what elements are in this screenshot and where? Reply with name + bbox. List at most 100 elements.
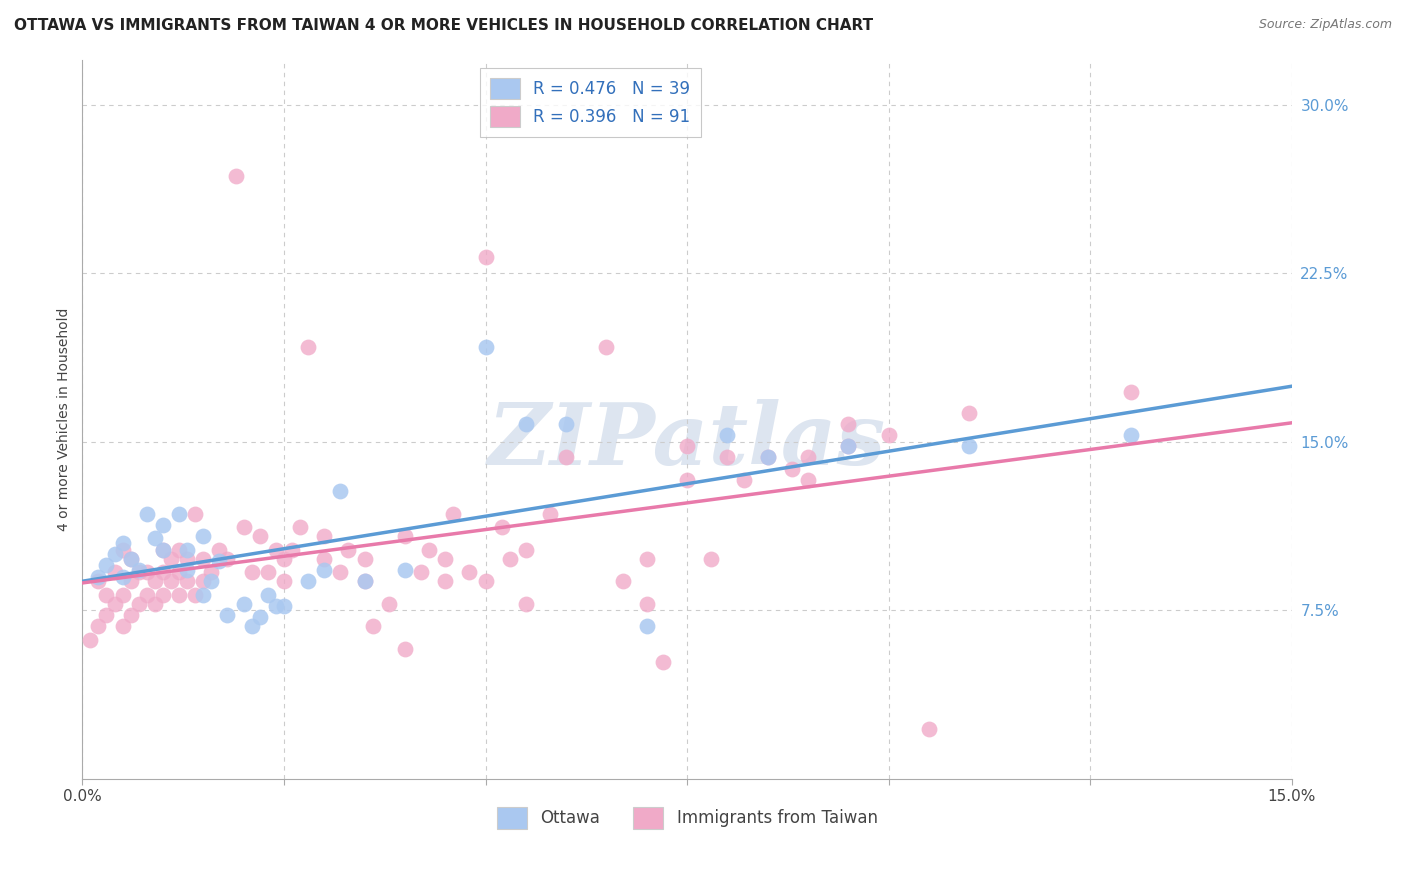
Point (249, 610, 271, 624)
Point (377, 597, 399, 611)
Point (837, 439, 859, 453)
Point (756, 450, 779, 465)
Point (491, 520, 513, 534)
Point (877, 428, 900, 442)
Point (103, 597, 125, 611)
Point (200, 574, 222, 588)
Point (394, 563, 416, 577)
Point (434, 574, 457, 588)
Point (314, 551, 336, 566)
Point (87, 574, 110, 588)
Point (361, 619, 384, 633)
Point (232, 520, 254, 534)
Point (612, 574, 634, 588)
Point (652, 655, 675, 669)
Point (716, 428, 738, 442)
Point (281, 542, 304, 557)
Point (160, 551, 183, 566)
Point (143, 574, 166, 588)
Point (636, 619, 658, 633)
Point (240, 619, 263, 633)
Point (176, 542, 198, 557)
Point (918, 723, 941, 737)
Point (555, 417, 578, 431)
Point (135, 588, 157, 602)
Point (87, 569, 110, 583)
Point (353, 574, 375, 588)
Point (474, 251, 496, 265)
Text: ZIPatlas: ZIPatlas (488, 399, 886, 483)
Point (79, 632, 101, 647)
Point (111, 542, 134, 557)
Point (756, 450, 779, 465)
Point (256, 588, 278, 602)
Point (217, 607, 239, 622)
Point (208, 554, 231, 568)
Point (780, 461, 803, 475)
Point (636, 597, 658, 611)
Point (957, 405, 980, 419)
Point (143, 597, 166, 611)
Point (167, 507, 190, 521)
Point (474, 574, 496, 588)
Point (297, 574, 319, 588)
Point (264, 599, 287, 613)
Point (96, 607, 118, 622)
Point (329, 484, 352, 499)
Point (353, 574, 375, 588)
Point (314, 529, 336, 543)
Point (128, 565, 150, 579)
Point (1119, 385, 1142, 400)
Point (716, 450, 738, 465)
Point (193, 588, 215, 602)
Point (538, 507, 561, 521)
Point (636, 551, 658, 566)
Point (394, 529, 416, 543)
Point (184, 507, 207, 521)
Point (297, 340, 319, 354)
Point (256, 565, 278, 579)
Point (288, 520, 311, 534)
Point (128, 563, 150, 577)
Point (120, 574, 142, 588)
Point (515, 542, 537, 557)
Point (837, 417, 859, 431)
Point (676, 439, 699, 453)
Point (167, 565, 190, 579)
Point (111, 536, 134, 550)
Legend: Ottawa, Immigrants from Taiwan: Ottawa, Immigrants from Taiwan (491, 801, 884, 835)
Point (152, 565, 174, 579)
Point (797, 473, 820, 487)
Point (458, 565, 481, 579)
Point (152, 517, 174, 532)
Point (441, 507, 464, 521)
Point (103, 565, 125, 579)
Point (273, 574, 295, 588)
Point (225, 169, 247, 184)
Point (337, 542, 360, 557)
Point (135, 507, 157, 521)
Y-axis label: 4 or more Vehicles in Household: 4 or more Vehicles in Household (58, 308, 72, 531)
Point (120, 551, 142, 566)
Point (515, 597, 537, 611)
Point (152, 542, 174, 557)
Point (120, 551, 142, 566)
Point (700, 551, 723, 566)
Point (176, 551, 198, 566)
Text: Source: ZipAtlas.com: Source: ZipAtlas.com (1258, 18, 1392, 31)
Point (232, 597, 254, 611)
Point (111, 619, 134, 633)
Point (249, 529, 271, 543)
Point (193, 551, 215, 566)
Point (837, 439, 859, 453)
Point (797, 450, 820, 465)
Point (103, 547, 125, 561)
Point (240, 565, 263, 579)
Point (111, 569, 134, 583)
Point (499, 551, 522, 566)
Point (957, 439, 980, 453)
Point (193, 574, 215, 588)
Point (176, 563, 198, 577)
Point (200, 565, 222, 579)
Point (264, 542, 287, 557)
